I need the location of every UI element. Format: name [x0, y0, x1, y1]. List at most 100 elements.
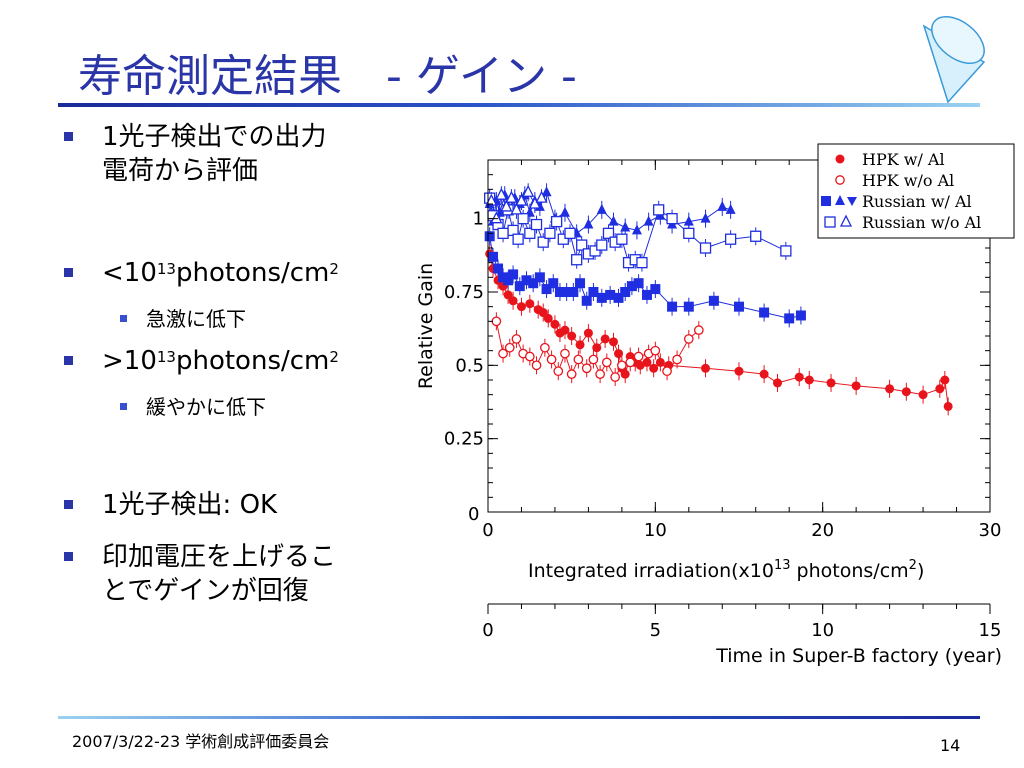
- bullet-2-unit-exponent: 2: [329, 260, 339, 278]
- sub-bullet-square-icon: [120, 315, 127, 322]
- data-point: [683, 301, 694, 312]
- data-point: [734, 366, 744, 376]
- data-point: [495, 187, 508, 200]
- data-point: [575, 278, 586, 289]
- y-tick-label: 0.5: [455, 355, 484, 376]
- origin-label: 0: [468, 504, 479, 525]
- data-point: [662, 366, 672, 377]
- data-point: [759, 307, 770, 318]
- data-point: [631, 224, 642, 235]
- data-point: [683, 215, 694, 226]
- data-point: [583, 218, 594, 229]
- data-point: [613, 292, 624, 303]
- data-point: [510, 202, 523, 215]
- legend-label: HPK w/o Al: [862, 171, 954, 190]
- bullet-square-icon: [64, 356, 73, 365]
- sub-bullet-2-text: 緩やかに低下: [146, 395, 266, 419]
- cone-decoration-icon: [922, 15, 986, 104]
- legend-marker-icon: [835, 154, 845, 164]
- data-point: [538, 308, 548, 318]
- legend-marker-icon: [835, 175, 845, 185]
- bullet-2-prefix: <10: [102, 258, 157, 288]
- data-point: [649, 363, 659, 373]
- data-point: [643, 215, 654, 226]
- data-point: [683, 334, 694, 344]
- bullet-square-icon: [64, 132, 73, 141]
- data-point: [524, 227, 536, 239]
- data-point: [734, 301, 744, 312]
- data-point: [650, 345, 661, 356]
- bullet-square-icon: [64, 268, 73, 277]
- secondary-tick-label: 15: [979, 620, 1002, 641]
- data-point: [550, 215, 563, 228]
- data-point: [516, 302, 526, 312]
- data-point: [566, 369, 577, 379]
- data-point: [784, 313, 795, 324]
- bullet-2: <1013photons/cm2: [64, 256, 339, 290]
- data-point: [851, 381, 861, 391]
- data-point: [524, 351, 535, 362]
- data-point: [504, 342, 515, 353]
- data-point: [583, 328, 593, 338]
- y-tick-label: 0.25: [444, 429, 484, 450]
- legend-marker-icon: [839, 214, 853, 227]
- data-point: [568, 287, 579, 297]
- data-point: [885, 384, 895, 394]
- data-point: [600, 334, 610, 344]
- data-point: [531, 360, 542, 371]
- bullet-1-line2: 電荷から評価: [102, 156, 259, 186]
- bullet-4: 1光子検出: OK: [64, 488, 278, 522]
- data-point: [653, 204, 665, 216]
- bullet-3-exponent: 13: [156, 348, 176, 366]
- data-point: [595, 369, 605, 379]
- data-point: [596, 203, 607, 214]
- data-point: [625, 357, 636, 368]
- data-point: [544, 227, 556, 239]
- data-point: [642, 357, 652, 367]
- legend-marker-icon: [835, 195, 845, 205]
- data-point: [581, 363, 592, 374]
- x-axis-label-unit-exponent: 2: [909, 558, 917, 573]
- data-point: [693, 325, 704, 335]
- chart-legend: HPK w/ Al HPK w/o Al Russian w/ Al Russian …: [817, 143, 1015, 239]
- bullet-4-text: 1光子検出: OK: [102, 490, 278, 520]
- data-point: [537, 236, 549, 248]
- data-point: [548, 278, 559, 289]
- data-point: [553, 366, 564, 377]
- data-point: [493, 263, 504, 274]
- data-point: [511, 334, 522, 344]
- data-point: [759, 369, 769, 379]
- data-point: [488, 251, 499, 262]
- x-axis-label-end: ): [917, 560, 924, 582]
- data-point: [514, 281, 525, 292]
- data-point: [636, 257, 648, 269]
- bullet-3-prefix: >10: [102, 346, 157, 376]
- data-point: [554, 287, 565, 297]
- gain-chart: 0.250.50.751 0 10 20 30 Relative Gain 0 Int…: [415, 143, 1015, 667]
- x-axis-label: Integrated irradiation(x1013 photons/cm2…: [528, 558, 924, 582]
- data-point: [546, 354, 557, 365]
- data-point: [620, 369, 630, 379]
- data-point: [581, 295, 592, 306]
- data-point: [596, 239, 608, 251]
- legend-label: HPK w/ Al: [862, 150, 945, 169]
- data-point: [498, 348, 508, 359]
- data-point: [534, 272, 545, 283]
- data-point: [626, 281, 637, 292]
- data-point: [575, 340, 585, 350]
- data-point: [490, 211, 503, 224]
- data-point: [655, 357, 665, 367]
- data-point: [605, 289, 616, 300]
- y-axis-label: Relative Gain: [415, 263, 437, 389]
- bullet-square-icon: [64, 500, 73, 509]
- data-point: [559, 206, 570, 217]
- secondary-tick-label: 0: [482, 620, 493, 641]
- slide-title: 寿命測定結果 - ゲイン -: [78, 51, 577, 102]
- data-point: [508, 296, 518, 306]
- secondary-axis-label: Time in Super-B factory (year): [715, 645, 1002, 667]
- data-point: [485, 193, 498, 206]
- data-point: [543, 313, 553, 323]
- legend-box: [817, 143, 1015, 239]
- bullet-2-unit: photons/cm: [175, 258, 330, 288]
- data-point: [573, 354, 584, 365]
